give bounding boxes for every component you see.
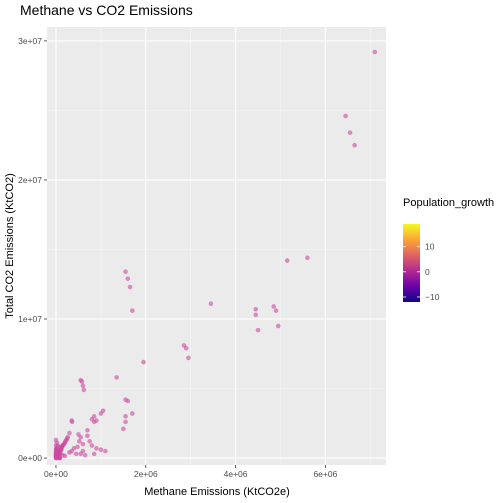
y-tick-label: 2e+07 bbox=[18, 175, 42, 185]
data-point bbox=[62, 453, 68, 459]
data-point bbox=[130, 411, 135, 416]
data-point bbox=[130, 308, 135, 313]
data-point bbox=[352, 142, 357, 148]
legend-tick-label: 0 bbox=[425, 267, 430, 277]
data-point bbox=[67, 430, 72, 436]
data-point bbox=[186, 355, 191, 361]
data-point bbox=[347, 130, 353, 135]
legend-ticks: 10 0 −10 bbox=[403, 242, 440, 302]
data-point bbox=[103, 448, 108, 454]
data-point bbox=[275, 323, 281, 329]
data-point bbox=[78, 451, 83, 457]
x-tick-label: 0e+00 bbox=[44, 469, 68, 479]
data-point bbox=[94, 418, 99, 423]
data-point bbox=[78, 434, 83, 440]
data-point bbox=[284, 258, 290, 263]
data-point bbox=[343, 113, 348, 119]
x-tick-label: 6e+06 bbox=[313, 469, 337, 479]
chart-title: Methane vs CO2 Emissions bbox=[20, 2, 193, 18]
y-tick-label: 1e+07 bbox=[18, 314, 42, 324]
data-point bbox=[87, 439, 92, 444]
legend-title: Population_growth bbox=[403, 197, 494, 209]
data-point bbox=[98, 447, 104, 453]
data-point bbox=[255, 327, 261, 333]
data-point bbox=[85, 427, 90, 433]
major-gridlines bbox=[47, 27, 386, 465]
data-point bbox=[67, 450, 72, 455]
data-point bbox=[85, 433, 90, 439]
data-point bbox=[80, 383, 86, 389]
x-axis-title: Methane Emissions (KtCO2e) bbox=[144, 486, 290, 498]
data-point bbox=[81, 387, 87, 393]
data-point bbox=[141, 359, 146, 365]
data-point bbox=[114, 375, 119, 380]
data-point bbox=[273, 308, 279, 313]
data-point bbox=[82, 452, 88, 458]
data-point bbox=[94, 446, 99, 451]
color-legend: Population_growth 10 0 −10 bbox=[403, 197, 494, 302]
data-point bbox=[125, 398, 131, 404]
data-point bbox=[75, 444, 80, 450]
data-point bbox=[372, 49, 378, 55]
data-point bbox=[69, 419, 75, 425]
data-point bbox=[125, 276, 131, 281]
data-point bbox=[54, 448, 59, 453]
data-point bbox=[79, 379, 85, 384]
data-point bbox=[89, 416, 95, 422]
data-point bbox=[53, 443, 59, 448]
y-axis-ticks: 0e+00 1e+07 2e+07 3e+07 bbox=[18, 36, 47, 463]
legend-colorbar bbox=[403, 224, 420, 302]
y-tick-label: 0e+00 bbox=[18, 453, 42, 463]
data-point bbox=[123, 414, 128, 419]
data-point bbox=[123, 269, 128, 275]
data-point bbox=[89, 443, 95, 448]
data-point bbox=[127, 284, 133, 290]
data-point bbox=[253, 312, 259, 318]
data-point bbox=[121, 426, 126, 432]
y-tick-label: 3e+07 bbox=[18, 36, 42, 46]
data-points bbox=[53, 49, 378, 461]
data-point bbox=[208, 301, 214, 307]
data-point bbox=[253, 306, 259, 312]
data-point bbox=[271, 304, 277, 309]
data-point bbox=[65, 434, 70, 440]
legend-tick-label: −10 bbox=[425, 292, 440, 302]
data-point bbox=[98, 411, 104, 416]
data-point bbox=[305, 255, 310, 261]
x-tick-label: 2e+06 bbox=[134, 469, 158, 479]
x-axis-ticks: 0e+00 2e+06 4e+06 6e+06 bbox=[44, 465, 338, 479]
data-point bbox=[73, 451, 79, 457]
minor-gridlines bbox=[47, 27, 386, 465]
data-point bbox=[183, 345, 189, 351]
data-point bbox=[123, 419, 128, 425]
data-point bbox=[77, 439, 82, 444]
x-tick-label: 4e+06 bbox=[224, 469, 248, 479]
data-point bbox=[91, 451, 97, 457]
legend-tick-label: 10 bbox=[425, 242, 435, 252]
data-point bbox=[80, 441, 86, 447]
y-axis-title: Total CO2 Emissions (KtCO2) bbox=[4, 173, 16, 318]
plot-panel bbox=[47, 27, 386, 465]
